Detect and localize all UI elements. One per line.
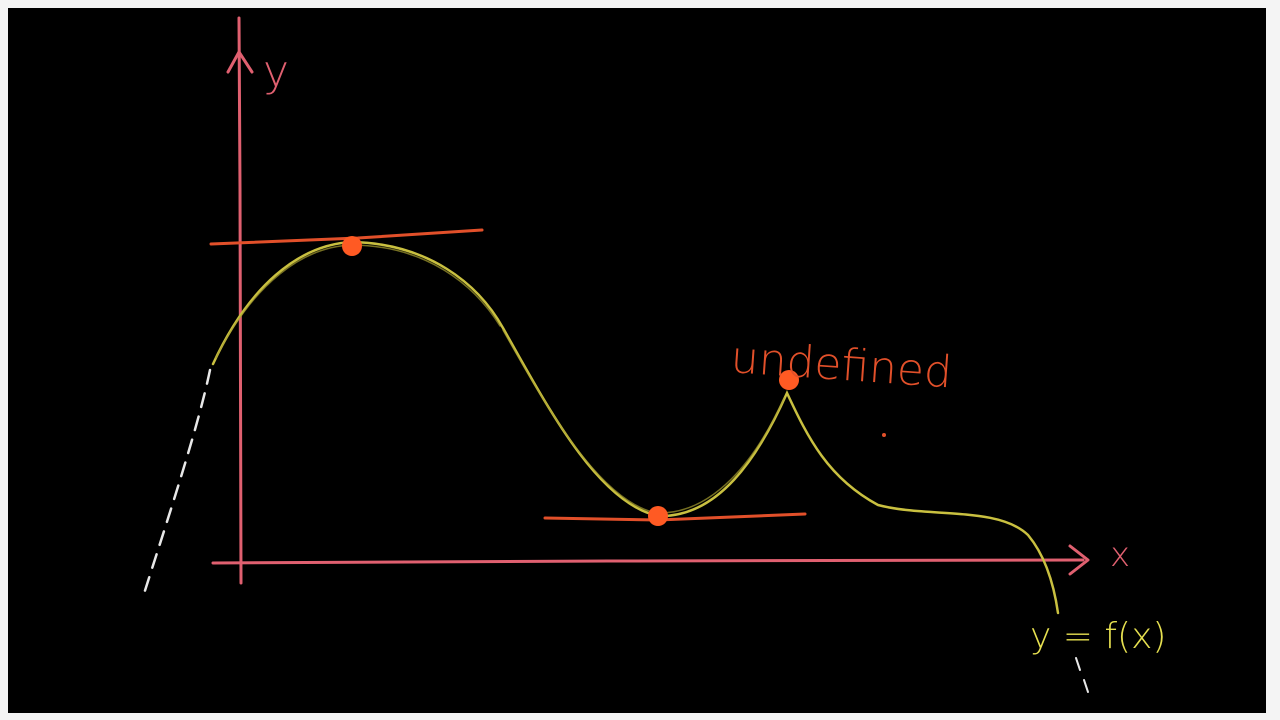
graph-diagram: y x undefined y = f(x): [140, 16, 1166, 693]
stray-dot: [882, 433, 886, 437]
function-curve-tail-dashes: [1075, 657, 1089, 693]
critical-point-minimum: [648, 506, 668, 526]
undefined-annotation: undefined: [729, 332, 953, 398]
y-axis-line: [237, 16, 243, 585]
y-axis-arrow-icon: [226, 50, 254, 74]
critical-point-cusp: [779, 370, 799, 390]
curve-dashed-extension: [140, 368, 212, 602]
function-curve-sketch-stroke: [215, 244, 785, 514]
x-axis-arrow-icon: [1068, 544, 1090, 576]
critical-point-maximum: [342, 236, 362, 256]
x-axis-line: [211, 558, 1085, 565]
y-axis-label: y: [263, 46, 289, 97]
function-curve: [211, 240, 1060, 615]
blackboard-canvas: y x undefined y = f(x): [8, 8, 1266, 713]
x-axis-label: x: [1110, 535, 1130, 575]
function-label: y = f(x): [1030, 616, 1166, 657]
